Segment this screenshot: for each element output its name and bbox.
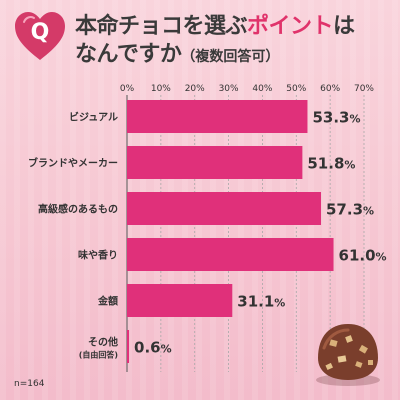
data-label-unit: % [376, 251, 387, 264]
data-label: 51.8% [307, 155, 355, 173]
bar [127, 146, 303, 179]
data-label: 53.3% [312, 109, 360, 127]
data-label-unit: % [344, 159, 355, 172]
title-part4: なんですか [75, 42, 182, 67]
bar [127, 100, 308, 133]
sample-size-note: n=164 [14, 379, 45, 389]
data-label-unit: % [349, 113, 360, 126]
data-label-unit: % [363, 205, 374, 218]
data-label: 57.3% [326, 201, 374, 219]
category-label: 味や香り [78, 249, 118, 262]
page-title-line2: なんですか（複数回答可） [75, 36, 279, 68]
page-title: 本命チョコを選ぶポイントは [75, 8, 355, 40]
x-tick-label: 10% [151, 84, 171, 94]
title-part1: 本命チョコを選ぶ [75, 14, 248, 39]
category-label: ビジュアル [69, 111, 118, 124]
x-tick-label: 0% [120, 84, 135, 94]
title-part3: は [333, 14, 355, 39]
category-label: ブランドやメーカー [28, 157, 118, 170]
data-label: 31.1% [237, 293, 285, 311]
data-label: 0.6% [134, 339, 172, 357]
x-tick-label: 30% [219, 84, 239, 94]
bar [127, 330, 130, 363]
data-label-unit: % [274, 297, 285, 310]
data-label: 61.0% [339, 247, 387, 265]
category-label: 高級感のあるもの [38, 203, 118, 216]
bar [127, 192, 322, 225]
category-label: その他 [88, 336, 118, 349]
x-tick-label: 40% [252, 84, 272, 94]
category-label: 金額 [97, 295, 118, 308]
title-highlight: ポイント [247, 14, 334, 39]
chocolate-illustration [316, 324, 380, 386]
data-label-unit: % [161, 343, 172, 356]
badge-letter: Q [30, 20, 50, 45]
bar [127, 238, 334, 271]
category-sublabel: (自由回答) [79, 350, 118, 360]
bar [127, 284, 233, 317]
title-part5: （複数回答可） [181, 49, 280, 65]
heart-badge-icon [15, 12, 65, 60]
x-tick-label: 70% [354, 84, 374, 94]
x-tick-label: 60% [320, 84, 340, 94]
x-tick-label: 20% [185, 84, 205, 94]
x-tick-label: 50% [286, 84, 306, 94]
